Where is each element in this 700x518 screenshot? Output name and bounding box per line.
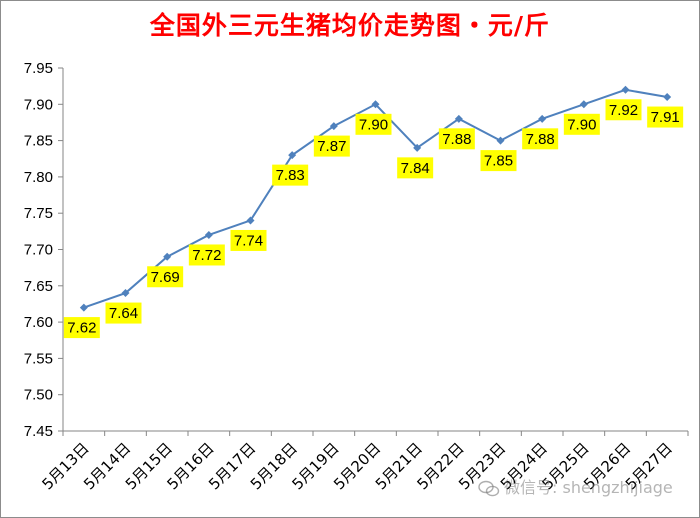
data-label: 7.92	[605, 99, 642, 121]
data-label-text: 7.91	[651, 109, 680, 126]
data-label: 7.62	[63, 317, 100, 339]
data-point	[496, 136, 505, 145]
data-label-bg	[63, 317, 100, 339]
data-label-text: 7.88	[442, 131, 471, 148]
data-point	[79, 303, 88, 312]
y-tick-label: 7.65	[24, 278, 53, 295]
data-point	[121, 289, 130, 298]
data-point	[663, 93, 672, 102]
data-label: 7.90	[563, 113, 600, 135]
wechat-icon	[478, 480, 500, 496]
data-label-text: 7.64	[109, 305, 138, 322]
data-point	[163, 252, 172, 261]
data-label: 7.85	[480, 150, 517, 172]
data-label: 7.74	[230, 229, 267, 251]
y-tick-label: 7.45	[24, 423, 53, 440]
data-label-text: 7.72	[192, 247, 221, 264]
data-label: 7.88	[522, 128, 559, 150]
chart-title: 全国外三元生猪均价走势图・元/斤	[149, 11, 551, 40]
y-tick-label: 7.75	[24, 205, 53, 222]
data-label-bg	[438, 128, 475, 150]
data-point	[246, 216, 255, 225]
y-tick-label: 7.50	[24, 387, 53, 404]
data-label-bg	[605, 99, 642, 121]
data-label-text: 7.83	[276, 167, 305, 184]
y-tick-label: 7.55	[24, 350, 53, 367]
data-label-text: 7.84	[401, 160, 430, 177]
data-point	[538, 114, 547, 123]
data-label-bg	[355, 113, 392, 135]
y-tick-label: 7.70	[24, 242, 53, 259]
data-label-bg	[230, 229, 267, 251]
data-label-bg	[647, 106, 684, 128]
data-label: 7.69	[147, 266, 184, 288]
data-labels: 7.62 7.64 7.69 7.72 7.74 7.83 7.87 7.90 7.84 7.88…	[63, 99, 684, 339]
data-label-bg	[272, 164, 309, 186]
data-point	[204, 230, 213, 239]
data-label-bg	[480, 150, 517, 172]
data-label: 7.87	[313, 135, 350, 157]
y-tick-label: 7.60	[24, 314, 53, 331]
watermark-text: 微信号: shengzhijiage	[504, 478, 673, 497]
data-label-text: 7.90	[567, 116, 596, 133]
chart-axes	[58, 67, 689, 436]
data-label-bg	[313, 135, 350, 157]
data-label: 7.72	[188, 244, 225, 266]
data-point	[413, 143, 422, 152]
data-label-bg	[105, 302, 142, 324]
data-label-bg	[522, 128, 559, 150]
y-tick-label: 7.85	[24, 133, 53, 150]
data-point	[454, 114, 463, 123]
data-label: 7.90	[355, 113, 392, 135]
data-label-text: 7.62	[67, 320, 96, 337]
data-label-text: 7.74	[234, 232, 263, 249]
data-label: 7.64	[105, 302, 142, 324]
data-label-text: 7.90	[359, 116, 388, 133]
series-line	[79, 85, 672, 312]
data-point	[371, 100, 380, 109]
y-tick-label: 7.95	[24, 60, 53, 77]
data-label: 7.91	[647, 106, 684, 128]
data-label-bg	[397, 157, 434, 179]
data-label-text: 7.85	[484, 153, 513, 170]
watermark: 微信号: shengzhijiage	[478, 474, 673, 498]
data-label-bg	[147, 266, 184, 288]
data-label-bg	[188, 244, 225, 266]
data-label-text: 7.88	[526, 131, 555, 148]
y-tick-labels: 7.45 7.50 7.55 7.60 7.65 7.70 7.75 7.80 7.85 7.90…	[24, 60, 53, 440]
data-label-text: 7.87	[317, 138, 346, 155]
data-label: 7.84	[397, 157, 434, 179]
data-label: 7.88	[438, 128, 475, 150]
data-point	[329, 122, 338, 131]
y-tick-label: 7.80	[24, 169, 53, 186]
data-point	[621, 85, 630, 94]
data-label-text: 7.92	[609, 102, 638, 119]
data-label-bg	[563, 113, 600, 135]
data-point	[288, 151, 297, 160]
data-point	[579, 100, 588, 109]
data-label-text: 7.69	[151, 269, 180, 286]
y-tick-label: 7.90	[24, 96, 53, 113]
data-label: 7.83	[272, 164, 309, 186]
